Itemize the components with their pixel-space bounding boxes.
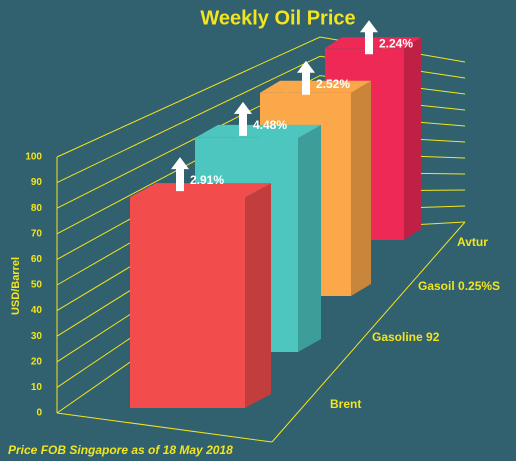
x-tick-label: Avtur <box>457 235 488 249</box>
category-axis <box>271 221 466 443</box>
y-tick-label: 70 <box>31 228 43 239</box>
annotation: 2.52% <box>316 77 350 91</box>
x-tick-label: Gasoline 92 <box>372 330 440 344</box>
y-axis-label: USD/Barrel <box>10 257 22 315</box>
y-tick-label: 60 <box>31 254 43 265</box>
arrow <box>234 101 252 136</box>
arrow <box>297 60 315 95</box>
y-tick-label: 30 <box>31 331 43 342</box>
bar-side <box>351 80 371 296</box>
x-tick-label: Brent <box>330 397 361 411</box>
bar-top <box>260 80 371 93</box>
y-tick-label: 50 <box>31 280 43 291</box>
bar-side <box>245 183 271 408</box>
bar-side <box>404 37 421 240</box>
y-tick-label: 100 <box>25 152 42 163</box>
floor-edge <box>56 412 273 443</box>
footnote: Price FOB Singapore as of 18 May 2018 <box>8 443 233 457</box>
y-tick-label: 20 <box>31 356 43 367</box>
chart-title: Weekly Oil Price <box>200 7 355 29</box>
bar-side <box>298 124 321 352</box>
bar-top <box>195 124 321 138</box>
annotation: 2.91% <box>190 173 224 187</box>
arrow <box>360 20 378 55</box>
arrow <box>171 157 189 192</box>
y-tick-label: 90 <box>31 177 43 188</box>
y-tick-label: 0 <box>36 408 42 419</box>
bar <box>130 197 245 408</box>
annotation: 4.48% <box>253 118 287 132</box>
y-tick-label: 80 <box>31 203 43 214</box>
y-tick-label: 40 <box>31 305 43 316</box>
bar-top <box>130 183 271 198</box>
x-tick-label: Gasoil 0.25%S <box>418 279 500 293</box>
y-tick-label: 10 <box>31 382 43 393</box>
annotation: 2.24% <box>379 36 413 50</box>
